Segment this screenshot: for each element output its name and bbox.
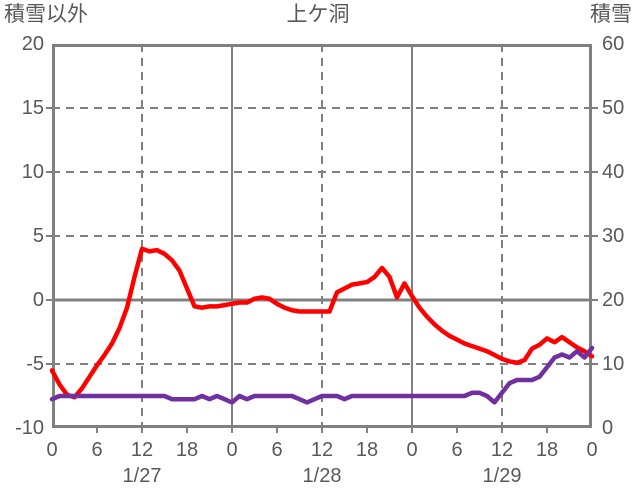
y-axis-tick-label-right: 20 [602, 289, 625, 311]
x-axis-tick-label: 18 [535, 439, 559, 461]
x-axis-tick-label: 0 [586, 439, 598, 461]
x-axis-tick-label: 12 [130, 439, 154, 461]
y-axis-tick-label-left: 15 [21, 97, 44, 119]
y-axis-tick-label-right: 10 [602, 353, 625, 375]
x-axis-day-label: 1/29 [482, 465, 522, 487]
x-axis-day-label: 1/27 [122, 465, 162, 487]
left-axis-caption: 積雪以外 [4, 3, 88, 26]
page-title: 上ケ洞 [286, 3, 350, 26]
x-axis-tick-label: 18 [175, 439, 199, 461]
y-axis-tick-label-left: 0 [32, 289, 44, 311]
y-axis-tick-label-left: 5 [32, 225, 44, 247]
x-axis-tick-label: 0 [46, 439, 58, 461]
y-axis-tick-label-right: 40 [602, 161, 625, 183]
y-axis-tick-label-left: 20 [21, 33, 44, 55]
x-axis-tick-label: 12 [310, 439, 334, 461]
y-axis-tick-label-left: 10 [21, 161, 44, 183]
x-axis-tick-label: 0 [226, 439, 238, 461]
right-axis-caption: 積雪 [590, 3, 632, 26]
plot-area [52, 44, 592, 428]
x-axis-tick-label: 6 [91, 439, 103, 461]
y-axis-tick-label-left: -5 [26, 353, 44, 375]
y-axis-tick-label-right: 30 [602, 225, 625, 247]
x-axis-tick-label: 18 [355, 439, 379, 461]
y-axis-tick-label-right: 50 [602, 97, 625, 119]
x-axis-tick-label: 6 [271, 439, 283, 461]
y-axis-tick-label-left: -10 [15, 417, 44, 439]
x-axis-tick-label: 0 [406, 439, 418, 461]
x-axis-day-label: 1/28 [302, 465, 342, 487]
y-axis-tick-label-right: 0 [602, 417, 614, 439]
x-axis-tick-label: 6 [451, 439, 463, 461]
y-axis-tick-label-right: 60 [602, 33, 625, 55]
x-axis-tick-label: 12 [490, 439, 514, 461]
